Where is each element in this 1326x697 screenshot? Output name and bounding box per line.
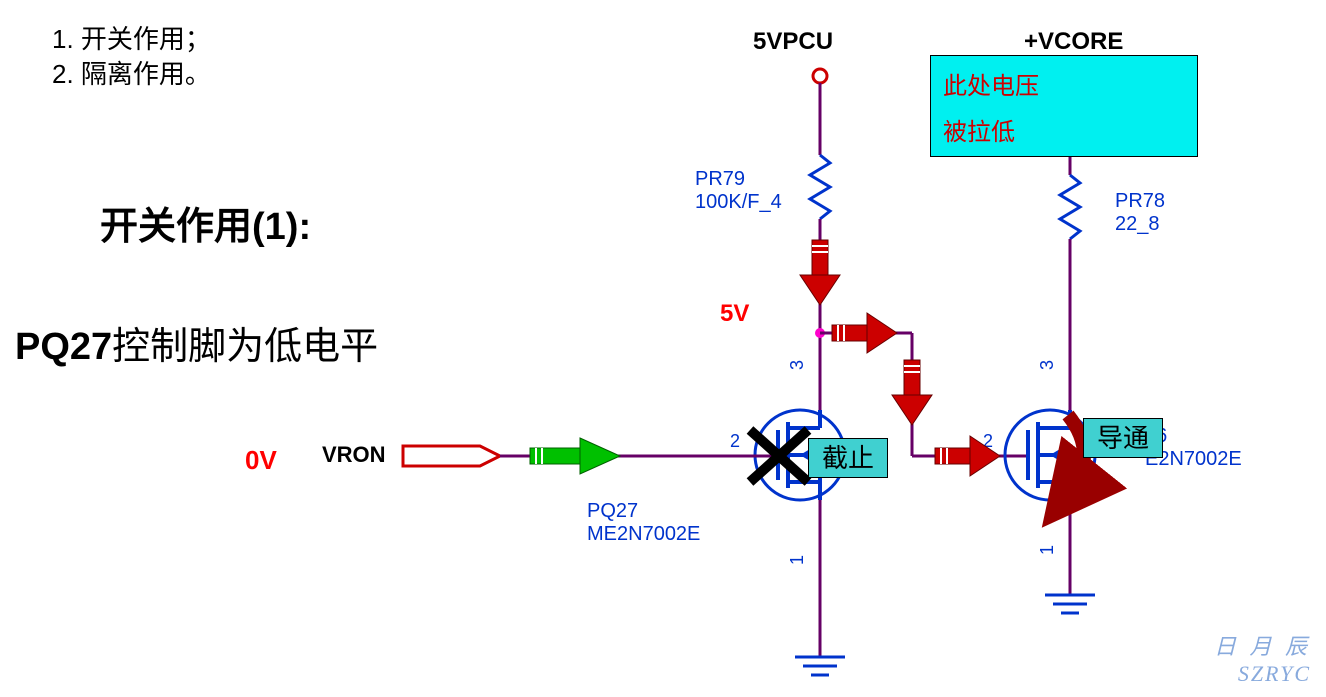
terminal-5vpcu [813, 69, 827, 83]
arrow-red-down1 [800, 240, 840, 305]
port-vron [403, 446, 500, 466]
arrow-red-right1 [832, 313, 897, 353]
box-voltage-low-l2: 被拉低 [943, 110, 1185, 156]
box-conduct: 导通 [1083, 418, 1163, 458]
resistor-pr79 [810, 155, 830, 219]
watermark: 日 月 辰 SZRYC [1214, 634, 1311, 687]
arrow-green [530, 438, 620, 474]
pq27-pin1: 1 [787, 555, 807, 565]
box-cutoff: 截止 [808, 438, 888, 478]
pq26-pin1: 1 [1037, 545, 1057, 555]
box-voltage-low: 此处电压 被拉低 [930, 55, 1198, 157]
arrow-red-down2 [892, 360, 932, 425]
resistor-pr78 [1060, 175, 1080, 239]
box-voltage-low-l1: 此处电压 [943, 64, 1185, 110]
watermark-l1: 日 月 辰 [1214, 634, 1311, 660]
pq27-pin2: 2 [730, 431, 740, 451]
pq27-pin3: 3 [787, 360, 807, 370]
pq26-pin3: 3 [1037, 360, 1057, 370]
mosfet-pq26-body-arrow [1050, 449, 1060, 461]
watermark-l2: SZRYC [1214, 661, 1311, 687]
